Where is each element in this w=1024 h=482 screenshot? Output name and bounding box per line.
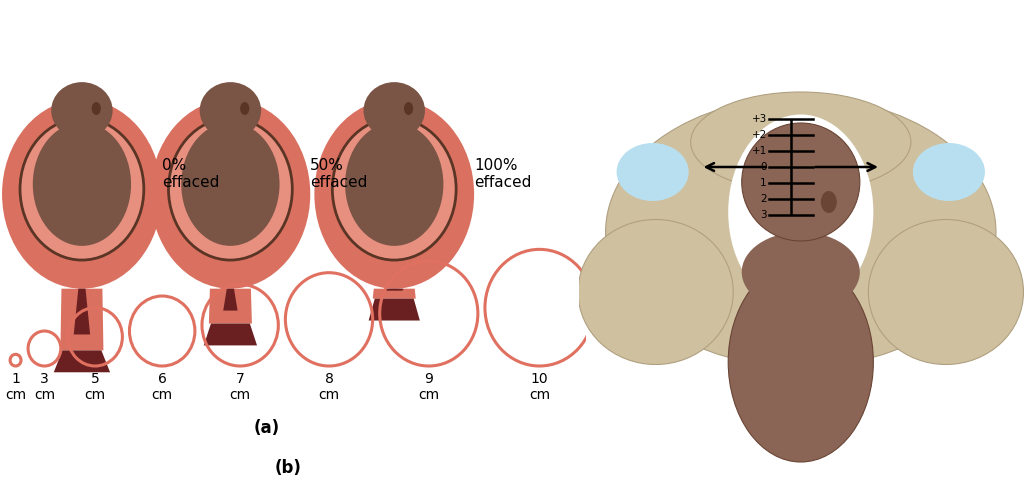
Ellipse shape	[364, 82, 425, 139]
Text: 0: 0	[760, 162, 767, 172]
Text: 3
cm: 3 cm	[34, 372, 55, 402]
Text: (a): (a)	[253, 419, 280, 437]
Ellipse shape	[728, 262, 873, 462]
Ellipse shape	[345, 122, 443, 246]
Ellipse shape	[2, 100, 162, 289]
Text: +1: +1	[752, 146, 767, 156]
Ellipse shape	[51, 82, 113, 139]
Ellipse shape	[741, 232, 860, 312]
Text: 7
cm: 7 cm	[229, 372, 251, 402]
Ellipse shape	[821, 191, 837, 213]
Text: 9
cm: 9 cm	[418, 372, 439, 402]
Ellipse shape	[912, 143, 985, 201]
Ellipse shape	[20, 118, 143, 260]
Text: +3: +3	[752, 114, 767, 124]
Text: 3: 3	[760, 210, 767, 220]
Ellipse shape	[605, 97, 996, 367]
Text: (c): (c)	[788, 445, 813, 463]
Text: 1: 1	[760, 178, 767, 188]
Polygon shape	[209, 289, 252, 323]
Ellipse shape	[151, 100, 310, 289]
Ellipse shape	[240, 102, 249, 115]
Polygon shape	[223, 289, 238, 310]
Ellipse shape	[616, 143, 689, 201]
Ellipse shape	[403, 102, 413, 115]
Text: 5
cm: 5 cm	[85, 372, 105, 402]
Ellipse shape	[741, 123, 860, 241]
Ellipse shape	[181, 122, 280, 246]
Polygon shape	[385, 289, 403, 291]
Ellipse shape	[579, 219, 733, 364]
Text: 6
cm: 6 cm	[152, 372, 173, 402]
Ellipse shape	[91, 102, 100, 115]
Polygon shape	[53, 350, 110, 372]
Polygon shape	[60, 289, 103, 350]
Polygon shape	[369, 299, 420, 321]
Text: 50%
effaced: 50% effaced	[310, 158, 368, 190]
Polygon shape	[204, 323, 257, 346]
Text: 8
cm: 8 cm	[318, 372, 340, 402]
Text: 10
cm: 10 cm	[529, 372, 550, 402]
Ellipse shape	[169, 118, 292, 260]
Ellipse shape	[314, 100, 474, 289]
Ellipse shape	[690, 92, 911, 192]
Text: 100%
effaced: 100% effaced	[474, 158, 531, 190]
Polygon shape	[74, 289, 90, 335]
Text: 2: 2	[760, 194, 767, 204]
Text: 0%
effaced: 0% effaced	[162, 158, 219, 190]
Text: 1
cm: 1 cm	[5, 372, 27, 402]
Ellipse shape	[200, 82, 261, 139]
Ellipse shape	[333, 118, 456, 260]
Text: (b): (b)	[274, 459, 301, 477]
Ellipse shape	[33, 122, 131, 246]
Ellipse shape	[868, 219, 1024, 364]
Polygon shape	[373, 289, 416, 299]
Text: +2: +2	[752, 130, 767, 140]
Ellipse shape	[728, 115, 873, 309]
